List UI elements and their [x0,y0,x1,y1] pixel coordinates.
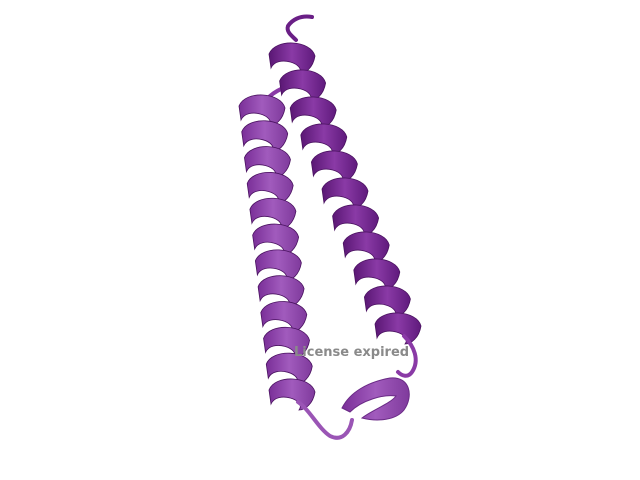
helix-turn [332,204,380,237]
helix-turn [238,94,286,127]
helix-turn [268,42,316,75]
helix-turn [241,120,289,153]
helix-turn [310,150,358,183]
helix-turn [265,352,313,385]
c-terminus-loop [396,334,418,378]
helix-turn [244,146,291,179]
helix-turn [260,301,308,333]
helix-turn [300,123,348,156]
helix-turn [342,231,390,264]
helix-turn [363,285,411,318]
helix-turn [321,177,369,210]
helix-turn [268,378,316,411]
bottom-connecting-loop [296,400,354,440]
helix-left [238,94,316,411]
license-watermark: License expired [294,345,410,360]
bottom-helix-turn [341,377,410,421]
helix-turn [289,96,337,129]
helix-turn [279,69,327,102]
helix-right [268,42,422,345]
helix-turn [353,258,401,291]
helix-turn [257,275,305,308]
helix-turn [254,249,302,282]
helix-turn [252,223,300,256]
helix-turn [374,312,422,345]
helix-turn [249,197,297,230]
helix-turn [246,172,294,204]
n-terminus-loop [285,14,314,42]
helix-turn [263,326,310,359]
